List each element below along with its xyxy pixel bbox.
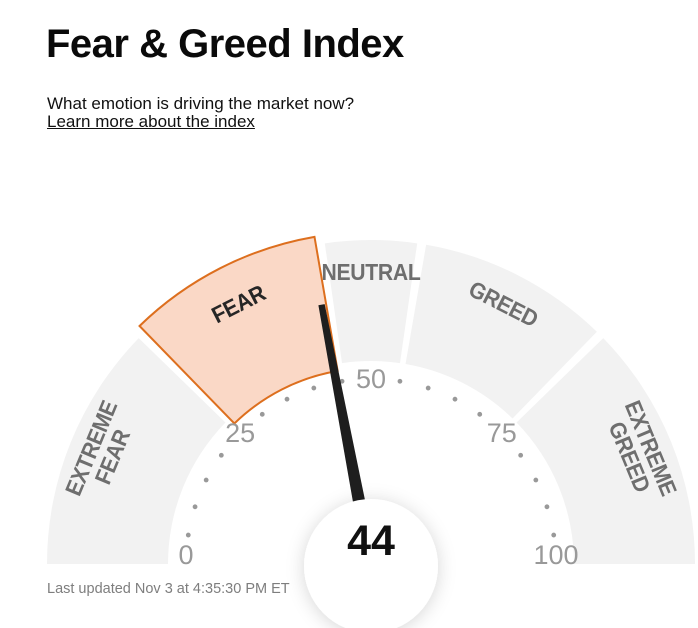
subtitle: What emotion is driving the market now? xyxy=(47,94,355,113)
tick-dot-95 xyxy=(551,532,557,538)
gauge-hub xyxy=(304,499,438,628)
segment-fear xyxy=(138,235,339,425)
tick-label-100: 100 xyxy=(533,540,578,570)
tick-dot-35 xyxy=(284,396,290,402)
tick-dot-5 xyxy=(185,532,191,538)
tick-dot-65 xyxy=(452,396,458,402)
segment-neutral xyxy=(324,240,418,364)
tick-dot-10 xyxy=(192,504,198,510)
page-title: Fear & Greed Index xyxy=(46,22,404,66)
tick-dot-40 xyxy=(311,385,317,391)
tick-dot-55 xyxy=(397,378,403,384)
tick-dot-20 xyxy=(218,452,224,458)
segment-extreme-greed xyxy=(516,338,695,564)
tick-dot-15 xyxy=(203,477,209,483)
tick-label-50: 50 xyxy=(356,364,386,394)
last-updated: Last updated Nov 3 at 4:35:30 PM ET xyxy=(47,581,290,597)
learn-more-link[interactable]: Learn more about the index xyxy=(47,112,255,131)
tick-dot-85 xyxy=(533,477,539,483)
segment-greed xyxy=(405,244,597,419)
gauge-value: 44 xyxy=(347,517,395,565)
tick-dot-60 xyxy=(425,385,431,391)
tick-dot-90 xyxy=(544,504,550,510)
segment-extreme-fear xyxy=(47,338,226,564)
tick-label-75: 75 xyxy=(487,418,517,448)
tick-label-0: 0 xyxy=(178,540,193,570)
tick-dot-70 xyxy=(477,411,483,417)
tick-dot-30 xyxy=(259,411,265,417)
tick-dot-45 xyxy=(339,378,345,384)
tick-dot-80 xyxy=(518,452,524,458)
segment-label-neutral: NEUTRAL xyxy=(321,259,420,285)
tick-label-25: 25 xyxy=(225,418,255,448)
